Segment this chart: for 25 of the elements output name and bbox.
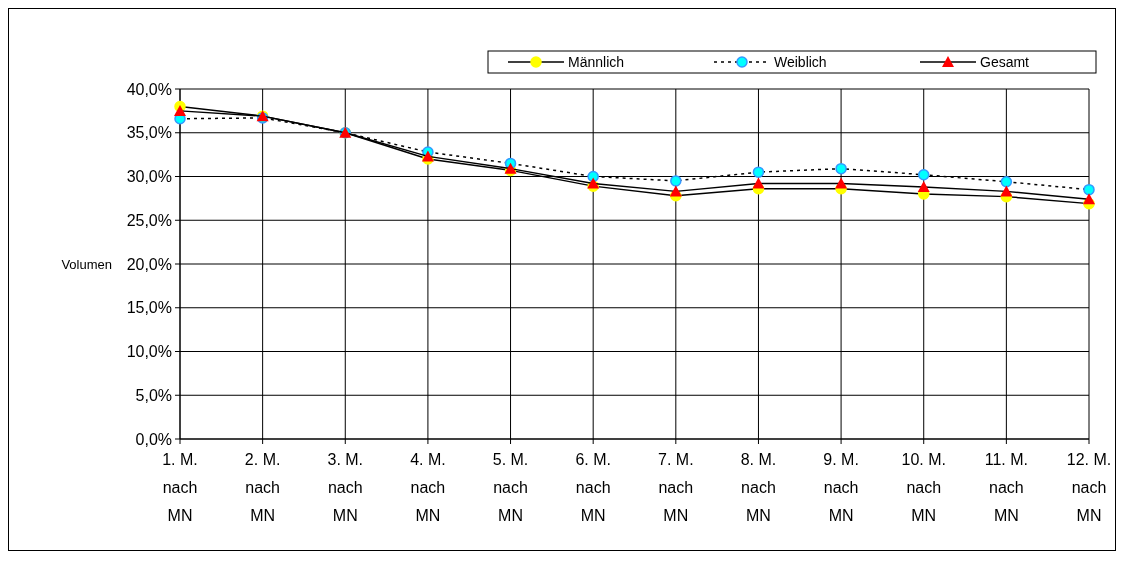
x-tick-label: 10. M. nach MN	[901, 451, 946, 524]
x-tick-label: 1. M. nach MN	[162, 451, 198, 524]
x-tick-label: 3. M. nach MN	[327, 451, 364, 524]
y-tick-label: 30,0%	[126, 168, 172, 186]
x-tick-label: 9. M. nach MN	[823, 451, 859, 524]
x-tick-label: 8. M. nach MN	[740, 451, 777, 524]
y-tick-label: 0,0%	[135, 430, 172, 448]
y-tick-label: 25,0%	[126, 211, 172, 229]
x-tick-label: 11. M. nach MN	[984, 451, 1028, 524]
x-tick-label: 7. M. nach MN	[658, 451, 694, 524]
x-tick-label: 12. M. nach MN	[1066, 451, 1112, 524]
x-tick-label: 4. M. nach MN	[410, 451, 446, 524]
x-tick-label: 2. M. nach MN	[244, 451, 281, 524]
y-tick-label: 5,0%	[135, 386, 172, 404]
legend-label: Männlich	[568, 53, 625, 70]
y-tick-label: 40,0%	[126, 80, 172, 98]
x-tick-label: 5. M. nach MN	[492, 451, 529, 524]
y-tick-label: 10,0%	[126, 343, 172, 361]
y-axis-title: Volumen	[61, 256, 112, 272]
y-tick-label: 35,0%	[126, 124, 172, 142]
legend-label: Gesamt	[980, 53, 1030, 70]
y-tick-label: 20,0%	[126, 255, 172, 273]
y-tick-label: 15,0%	[126, 299, 172, 317]
legend-label: Weiblich	[774, 53, 827, 70]
x-tick-label: 6. M. nach MN	[575, 451, 611, 524]
